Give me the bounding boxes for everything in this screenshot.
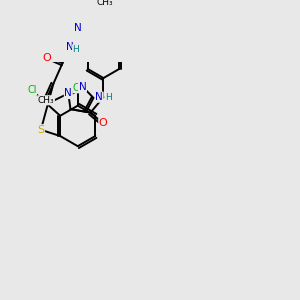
Text: CH₃: CH₃ [97,0,114,7]
Text: N: N [79,82,86,92]
Text: CH₃: CH₃ [38,96,54,105]
Text: S: S [38,125,44,135]
Text: N: N [66,42,74,52]
Text: H: H [73,45,79,54]
Text: N: N [95,92,103,102]
Text: O: O [42,53,51,63]
Text: N: N [64,88,72,98]
Text: Cl: Cl [27,85,37,95]
Text: N: N [74,23,82,33]
Text: Cl: Cl [73,83,82,93]
Text: H: H [105,93,112,102]
Text: O: O [99,118,108,128]
